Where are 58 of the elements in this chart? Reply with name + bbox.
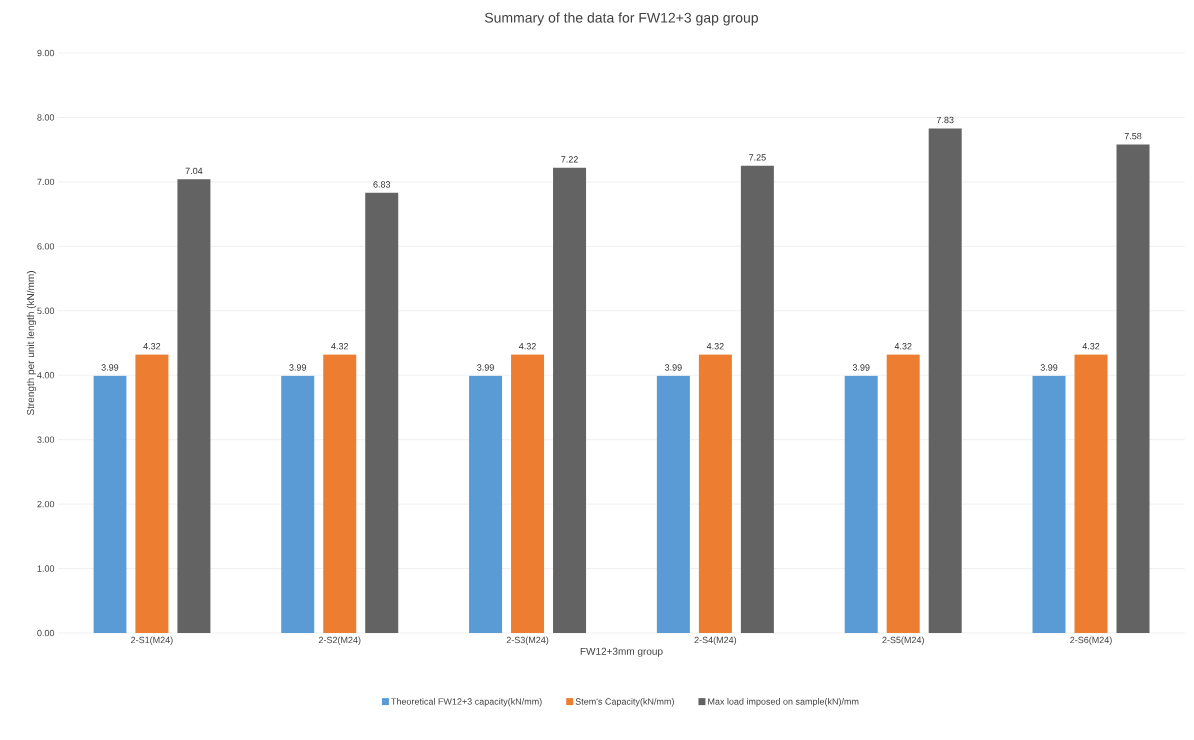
y-tick-label: 0.00 bbox=[37, 629, 55, 637]
chart-title: Summary of the data for FW12+3 gap group bbox=[484, 12, 758, 26]
data-label: 4.32 bbox=[706, 343, 724, 350]
bar bbox=[323, 354, 357, 633]
bar bbox=[553, 167, 587, 633]
y-tick-label: 4.00 bbox=[37, 372, 55, 379]
data-label: 7.58 bbox=[1124, 132, 1142, 140]
x-tick-label: 2-S3(M24) bbox=[506, 636, 549, 645]
bar bbox=[281, 375, 315, 633]
data-label: 4.32 bbox=[331, 343, 349, 350]
legend-label: Stem's Capacity(kN/mm) bbox=[575, 698, 674, 707]
bar bbox=[698, 354, 732, 633]
y-tick-label: 2.00 bbox=[37, 500, 55, 508]
data-label: 3.99 bbox=[664, 364, 682, 371]
bar bbox=[511, 354, 545, 633]
y-tick-label: 5.00 bbox=[37, 307, 55, 314]
bar bbox=[1032, 375, 1066, 633]
bar bbox=[656, 375, 690, 633]
x-tick-label: 2-S6(M24) bbox=[1070, 636, 1112, 645]
y-tick-label: 6.00 bbox=[37, 243, 55, 250]
y-tick-label: 1.00 bbox=[37, 565, 55, 572]
legend-label: Max load imposed on sample(kN)/mm bbox=[708, 698, 859, 707]
data-label: 3.99 bbox=[477, 364, 494, 371]
data-label: 4.32 bbox=[143, 343, 161, 350]
data-label: 4.32 bbox=[894, 343, 912, 350]
data-label: 7.22 bbox=[561, 156, 578, 163]
bar bbox=[135, 354, 169, 633]
bar bbox=[928, 128, 962, 633]
y-tick-label: 8.00 bbox=[37, 114, 55, 121]
data-label: 3.99 bbox=[1040, 364, 1058, 371]
bar bbox=[1074, 354, 1108, 633]
data-label: 3.99 bbox=[852, 364, 870, 371]
y-axis-title: Strength per unit length (kN/mm) bbox=[26, 271, 37, 416]
bar bbox=[93, 375, 127, 633]
data-label: 7.83 bbox=[936, 116, 954, 124]
bar bbox=[844, 375, 878, 633]
x-tick-label: 2-S2(M24) bbox=[318, 636, 361, 645]
bar bbox=[177, 179, 211, 633]
x-axis-title: FW12+3mm group bbox=[580, 647, 663, 657]
data-label: 3.99 bbox=[101, 364, 119, 371]
x-tick-label: 2-S5(M24) bbox=[882, 636, 924, 645]
data-label: 7.25 bbox=[749, 154, 766, 161]
legend-label: Theoretical FW12+3 capacity(kN/mm) bbox=[391, 698, 542, 707]
y-tick-label: 9.00 bbox=[37, 49, 55, 57]
x-tick-label: 2-S1(M24) bbox=[131, 636, 173, 645]
data-label: 6.83 bbox=[373, 181, 391, 188]
data-label: 7.04 bbox=[185, 167, 203, 175]
data-label: 4.32 bbox=[519, 343, 536, 350]
bar bbox=[740, 165, 774, 633]
bar bbox=[469, 375, 503, 633]
y-tick-label: 7.00 bbox=[37, 178, 55, 186]
y-tick-label: 3.00 bbox=[37, 436, 55, 443]
data-label: 4.32 bbox=[1082, 343, 1100, 350]
bar bbox=[1116, 144, 1150, 633]
bar bbox=[886, 354, 920, 633]
x-tick-label: 2-S4(M24) bbox=[694, 636, 737, 645]
bar bbox=[365, 192, 399, 633]
data-label: 3.99 bbox=[289, 364, 307, 371]
